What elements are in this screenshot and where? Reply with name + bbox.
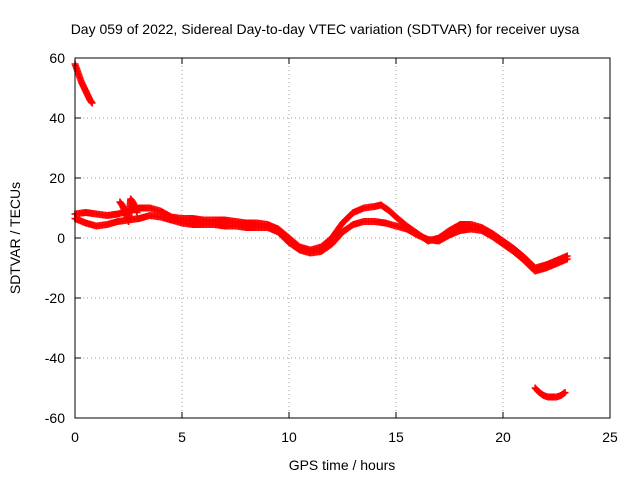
- x-tick-label: 15: [388, 429, 404, 445]
- data-points: [71, 60, 571, 401]
- data-point: [133, 209, 141, 216]
- x-tick-label: 20: [495, 429, 511, 445]
- x-tick-label: 0: [71, 429, 79, 445]
- y-tick-label: 60: [49, 50, 65, 66]
- series-arc-late-low: [531, 384, 569, 401]
- series-arc-lower: [71, 212, 571, 275]
- x-tick-label: 5: [178, 429, 186, 445]
- x-tick-label: 10: [281, 429, 297, 445]
- axis-ticks: 0 5 10 15 20 25 -60 -40 -20 0 20 40 60: [45, 50, 618, 445]
- y-tick-label: 20: [49, 170, 65, 186]
- x-tick-label: 25: [602, 429, 618, 445]
- data-point: [88, 99, 96, 107]
- x-axis-label: GPS time / hours: [289, 457, 396, 473]
- data-point: [561, 389, 569, 396]
- y-tick-label: -40: [45, 350, 65, 366]
- y-tick-label: 0: [57, 230, 65, 246]
- y-tick-label: -20: [45, 290, 65, 306]
- y-tick-label: -60: [45, 410, 65, 426]
- y-axis-label: SDTVAR / TECUs: [7, 182, 23, 294]
- data-point: [563, 255, 571, 263]
- chart-title: Day 059 of 2022, Sidereal Day-to-day VTE…: [71, 21, 580, 37]
- y-tick-label: 40: [49, 110, 65, 126]
- series-arc-spike-early: [116, 195, 141, 225]
